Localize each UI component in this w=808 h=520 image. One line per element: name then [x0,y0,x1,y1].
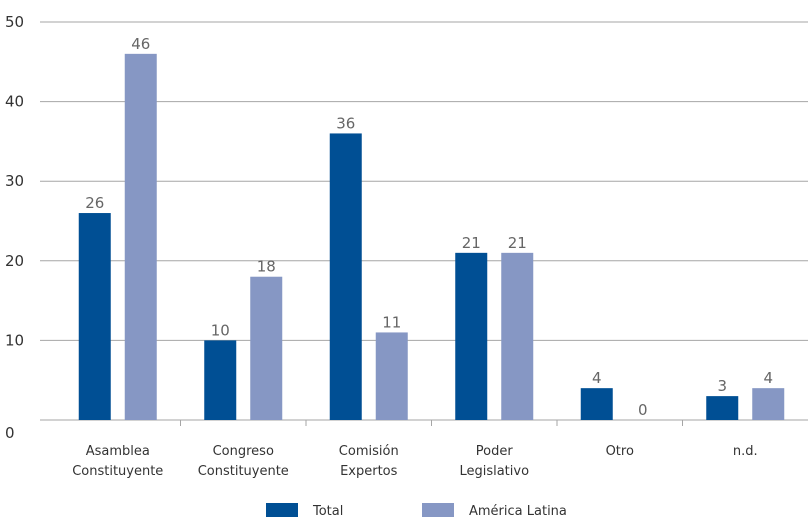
y-tick-label: 0 [5,424,15,442]
category-label: Constituyente [72,464,163,479]
bar-total-3 [455,252,488,420]
data-label: 46 [131,35,150,53]
x-axis [40,419,808,426]
y-tick-label: 30 [5,172,24,190]
data-label: 4 [763,369,773,387]
y-tick-label: 20 [5,252,24,270]
category-label: Expertos [340,464,398,479]
category-label: Legislativo [459,464,529,479]
category-labels: Asamblea Constituyente Congreso Constituyen… [72,444,757,479]
y-axis-ticks: 0 10 20 30 40 50 [5,13,24,442]
bar-américa-latina-0 [124,53,157,421]
gridlines [40,21,808,341]
category-label: Constituyente [198,464,289,479]
bars [78,53,785,421]
data-label: 11 [382,313,401,331]
y-tick-label: 50 [5,13,24,31]
legend-label: América Latina [469,504,567,519]
data-label: 18 [257,258,276,276]
data-labels: 26 46 10 18 36 11 21 21 4 0 3 4 [85,35,773,419]
data-label: 21 [462,234,481,252]
bar-total-0 [78,213,111,420]
category-label: Comisión [339,444,399,459]
data-label: 26 [85,194,104,212]
bar-américa-latina-3 [501,252,534,420]
category-label: Poder [476,444,514,459]
data-label: 4 [592,369,602,387]
y-tick-label: 10 [5,331,24,349]
category-label: n.d. [733,444,758,459]
category-label: Otro [606,444,634,459]
legend-label: Total [312,504,343,519]
bar-total-1 [204,340,237,420]
bar-total-2 [329,133,362,420]
data-label: 21 [508,234,527,252]
y-tick-label: 40 [5,93,24,111]
category-label: Asamblea [86,444,150,459]
category-label: Congreso [213,444,274,459]
data-label: 36 [336,114,355,132]
data-label: 0 [638,401,648,419]
legend-swatch-1 [422,503,454,517]
legend: Total América Latina [266,503,567,519]
bar-total-4 [580,388,613,420]
data-label: 3 [717,377,727,395]
bar-total-5 [706,396,739,420]
bar-américa-latina-5 [752,388,785,420]
bar-américa-latina-1 [250,276,283,420]
data-label: 10 [211,321,230,339]
bar-américa-latina-2 [375,332,408,420]
legend-swatch-0 [266,503,298,517]
